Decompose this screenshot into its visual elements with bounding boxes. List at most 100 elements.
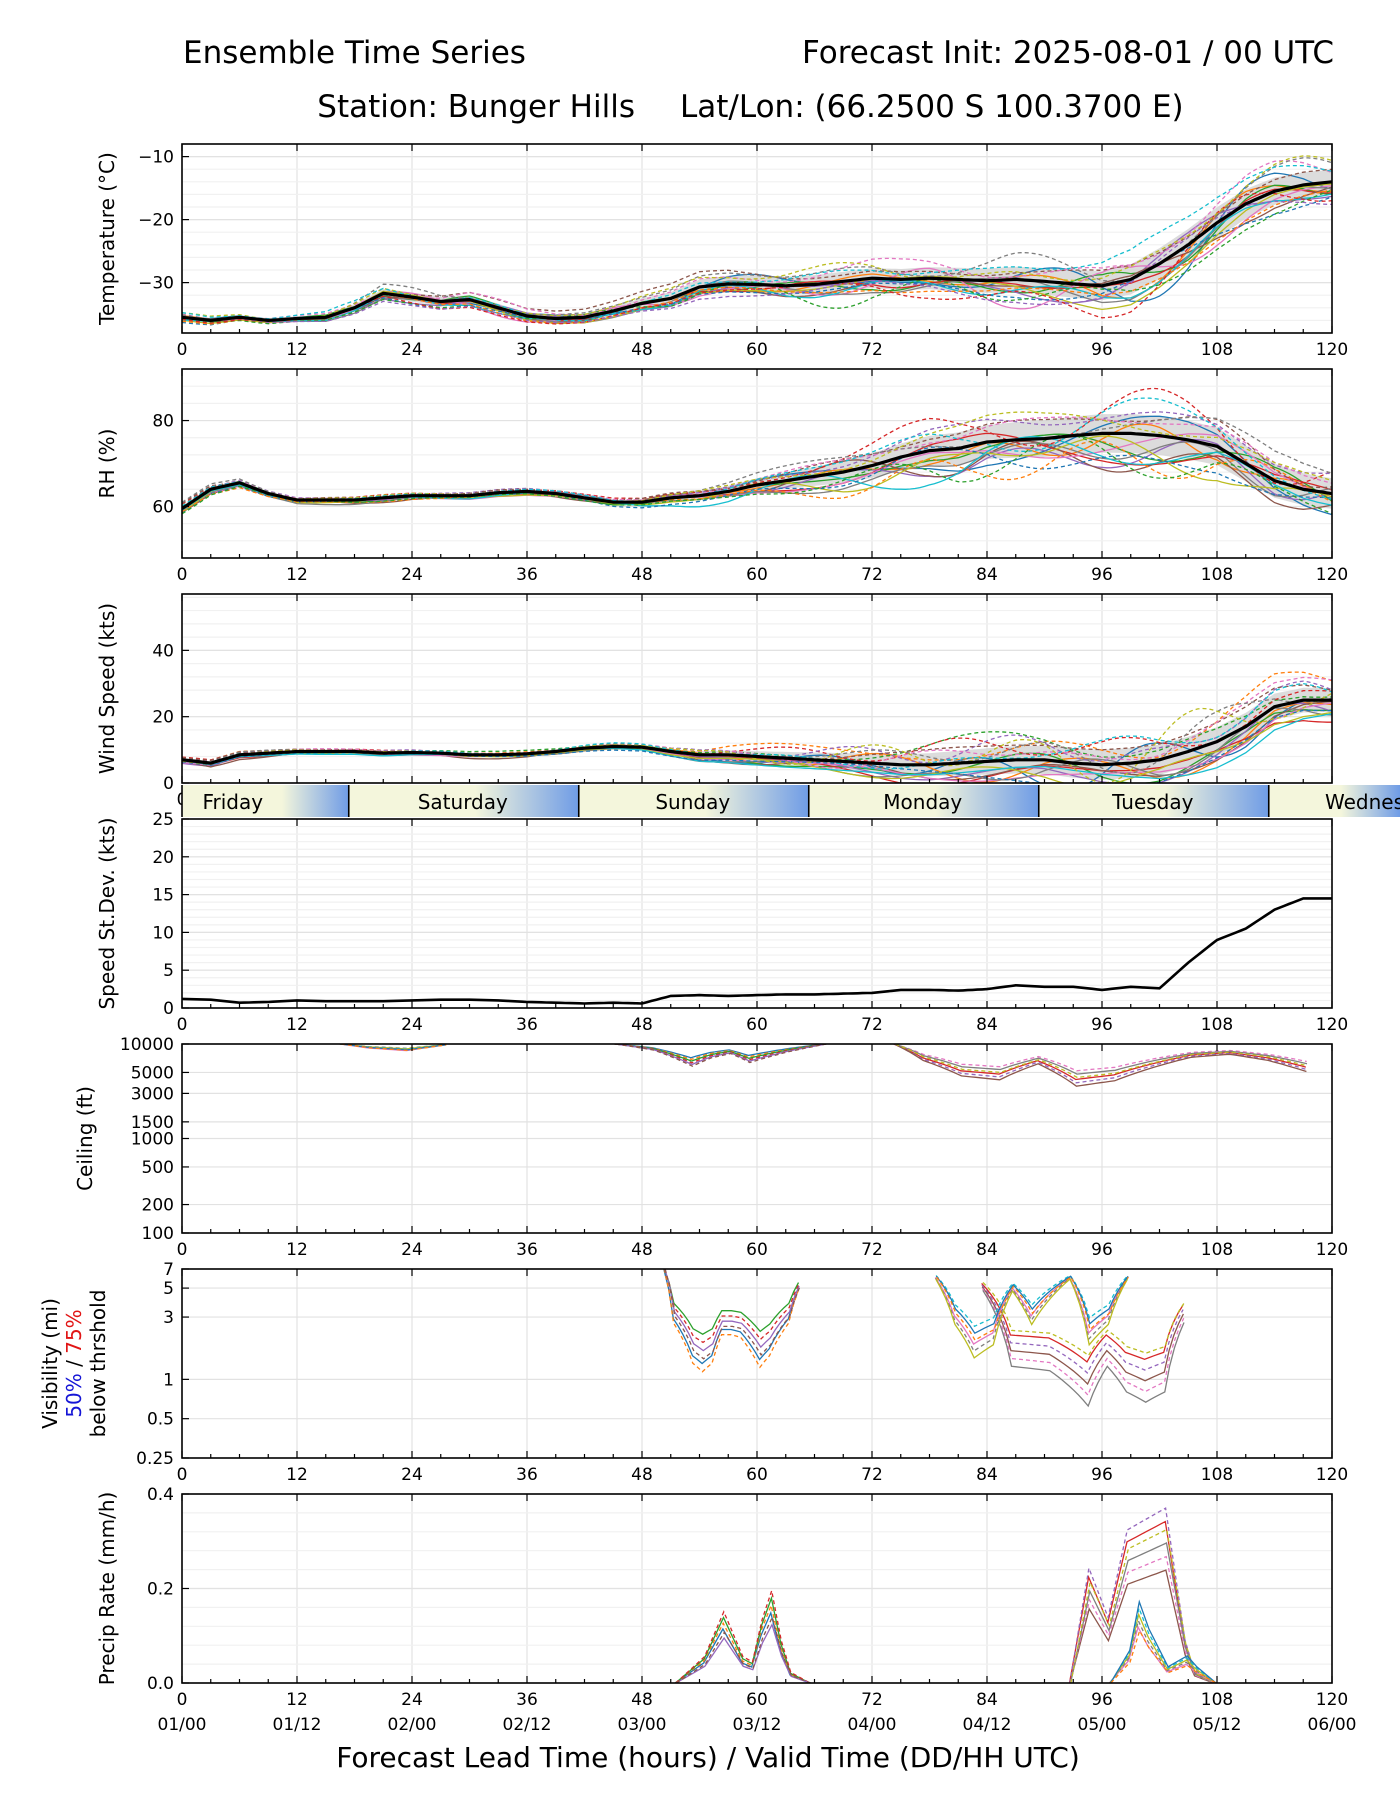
x-tick-label: 24 <box>401 340 423 360</box>
grid <box>181 1043 1333 1234</box>
series-group <box>182 387 1332 516</box>
member-line <box>182 696 1332 763</box>
member-line <box>182 446 1332 514</box>
x-tick-label: 12 <box>286 565 308 585</box>
x-tick-label: 96 <box>1091 340 1113 360</box>
y-axis-label: Temperature (°C) <box>95 152 119 326</box>
member-line <box>894 1044 1308 1075</box>
x-tick-label: 12 <box>286 1015 308 1035</box>
panel-2: 0122436486072849610812002040Wind Speed (… <box>95 593 1348 810</box>
member-line <box>675 1588 811 1683</box>
member-line <box>182 682 1332 770</box>
x-tick-label: 72 <box>861 565 883 585</box>
y-tick-label: 15 <box>152 886 174 906</box>
member-line <box>182 411 1332 507</box>
y-tick-label: 0.25 <box>136 1449 174 1469</box>
valid-time-label: 03/00 <box>618 1715 667 1735</box>
x-tick-label: 96 <box>1091 565 1113 585</box>
member-line <box>182 713 1332 780</box>
threshold-ylabel_75: 75% <box>62 1309 86 1353</box>
series-group <box>182 155 1332 326</box>
x-tick-label: 24 <box>401 1015 423 1035</box>
day-of-week-bar: Friday Saturday Sunday Monday Tuesday Wednes <box>181 785 1400 817</box>
x-ticks <box>181 1494 1333 1683</box>
member-line <box>935 1275 1129 1335</box>
x-tick-label: 0 <box>177 1465 188 1485</box>
member-line <box>340 1044 447 1052</box>
x-tick-label: 84 <box>976 565 998 585</box>
member-line <box>1069 1542 1215 1683</box>
y-tick-label: 0 <box>163 774 174 794</box>
x-tick-label: 48 <box>631 565 653 585</box>
x-tick-label: 72 <box>861 1465 883 1485</box>
member-line <box>676 1615 811 1683</box>
x-tick-label: 48 <box>631 1240 653 1260</box>
x-tick-label: 60 <box>746 1690 768 1710</box>
x-tick-label: 36 <box>516 1465 538 1485</box>
member-line <box>1109 1618 1216 1683</box>
member-line <box>675 1595 810 1683</box>
day-label: Sunday <box>655 790 730 814</box>
title-right: Forecast Init: 2025-08-01 / 00 UTC <box>802 35 1334 71</box>
x-tick-label: 12 <box>286 1465 308 1485</box>
member-line <box>1108 1625 1216 1683</box>
y-axis-label: Speed St.Dev. (kts) <box>95 817 119 1009</box>
y-tick-label: 20 <box>152 708 174 728</box>
x-tick-label: 108 <box>1201 1465 1233 1485</box>
x-ticks <box>181 594 1333 783</box>
x-tick-label: 108 <box>1201 565 1233 585</box>
y-tick-label: 60 <box>152 497 174 517</box>
x-tick-label: 36 <box>516 340 538 360</box>
day-segment <box>808 785 1039 817</box>
threshold-ylabel_50: 50% <box>62 1373 86 1417</box>
x-tick-label: 60 <box>746 1240 768 1260</box>
panel-4: 0 12 24 36 48 60 72 84 96 108 120 100 200 500 10001500… <box>73 1035 1348 1260</box>
valid-time-label: 06/00 <box>1308 1715 1357 1735</box>
member-line <box>182 411 1332 508</box>
x-tick-label: 48 <box>631 1465 653 1485</box>
x-tick-label: 24 <box>401 1690 423 1710</box>
x-tick-label: 60 <box>746 565 768 585</box>
member-line <box>934 1276 1128 1346</box>
ensemble-mean-line <box>182 180 1332 323</box>
x-tick-label: 84 <box>976 340 998 360</box>
y-axis-label: Ceiling (ft) <box>73 1086 97 1191</box>
series-group <box>663 1269 1185 1408</box>
x-tick-label: 120 <box>1316 565 1348 585</box>
x-ticks <box>181 369 1333 558</box>
member-line <box>664 1269 801 1360</box>
x-tick-label: 12 <box>286 1690 308 1710</box>
station-label: Station: Bunger Hills <box>317 89 635 125</box>
valid-time-label: 05/12 <box>1193 1715 1242 1735</box>
x-tick-label: 108 <box>1201 340 1233 360</box>
x-tick-label: 96 <box>1091 1240 1113 1260</box>
member-line <box>981 1286 1184 1386</box>
x-tick-label: 108 <box>1201 1240 1233 1260</box>
y-tick-label: 3 <box>163 1308 174 1328</box>
member-line <box>982 1281 1185 1357</box>
member-line <box>182 709 1332 783</box>
member-line <box>893 1044 1307 1084</box>
x-tick-label: 84 <box>976 1690 998 1710</box>
x-ticks <box>181 144 1333 333</box>
member-line <box>1070 1528 1215 1683</box>
series-group <box>674 1507 1217 1683</box>
x-tick-label: 108 <box>1201 1690 1233 1710</box>
member-line <box>182 689 1332 762</box>
x-axis-label: Forecast Lead Time (hours) / Valid Time … <box>336 1741 1080 1774</box>
member-line <box>894 1044 1307 1087</box>
ensemble-mean-line <box>182 431 1332 510</box>
y-tick-label: 0.2 <box>147 1580 174 1600</box>
x-ticks <box>181 1269 1333 1458</box>
member-line <box>935 1278 1129 1359</box>
x-tick-label: 12 <box>286 340 308 360</box>
y-axis-label: RH (%) <box>95 429 119 499</box>
member-line <box>1110 1599 1217 1683</box>
member-line <box>893 1044 1306 1081</box>
x-tick-label: 24 <box>401 1240 423 1260</box>
valid-time-label: 01/00 <box>158 1715 207 1735</box>
x-tick-label: 0 <box>177 565 188 585</box>
y-tick-label: 100 <box>142 1224 174 1244</box>
series-group <box>339 1044 1308 1087</box>
